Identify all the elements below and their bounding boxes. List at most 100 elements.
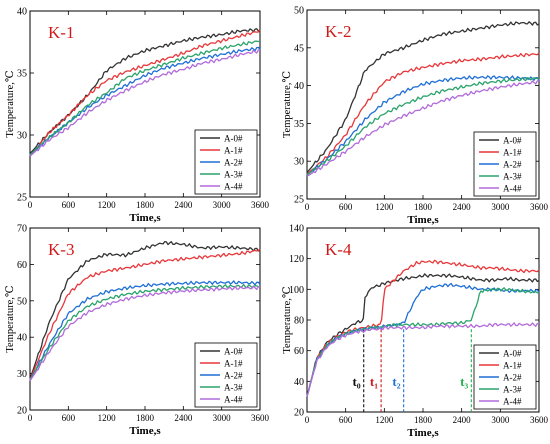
- legend-entry: A-1#: [224, 146, 243, 156]
- x-tick-label: 1200: [98, 413, 117, 423]
- legend-entry: A-4#: [503, 184, 522, 194]
- panel-3: 0 600 1200 1800 2400 3000 3600 20 30 40 50 60 70 Time…: [5, 224, 270, 438]
- series-line-A-3: [306, 287, 540, 397]
- legend-entry: A-2#: [224, 158, 243, 168]
- x-tick-label: 600: [62, 413, 76, 423]
- legend-entry: A-0#: [503, 349, 522, 359]
- series-line-A-2: [29, 280, 261, 381]
- legend-entry: A-1#: [503, 148, 522, 158]
- x-tick-label: 0: [305, 415, 310, 425]
- panel-4: 0 600 1200 1800 2400 3000 3600 20 40 60 80 100 120 14…: [282, 224, 549, 440]
- x-axis-label: Time,s: [407, 427, 439, 439]
- legend-entry: A-3#: [503, 385, 522, 395]
- x-tick-label: 3600: [530, 415, 549, 425]
- y-tick-label: 35: [294, 119, 304, 130]
- y-tick-label: 50: [294, 6, 304, 17]
- legend-entry: A-1#: [503, 361, 522, 371]
- panel-title: K-1: [48, 23, 74, 42]
- y-tick-label: 40: [294, 377, 304, 388]
- x-tick-label: 3000: [491, 202, 510, 212]
- y-tick-label: 120: [289, 254, 304, 265]
- series-line-A-0: [29, 28, 261, 155]
- x-tick-label: 1800: [136, 200, 155, 210]
- legend-entry: A-2#: [224, 371, 243, 381]
- x-tick-label: 1800: [414, 202, 433, 212]
- x-axis-label: Time,s: [129, 212, 161, 224]
- x-tick-label: 3000: [213, 413, 232, 423]
- panel-title: K-3: [48, 240, 74, 259]
- series-line-A-3: [29, 40, 260, 156]
- series-line-A-1: [29, 29, 261, 157]
- x-tick-label: 1800: [414, 415, 433, 425]
- x-axis-label: Time,s: [407, 214, 439, 226]
- panel-1: 0 600 1200 1800 2400 3000 3600 25 30 35 40 Time,s Te…: [5, 7, 270, 225]
- legend-entry: A-2#: [503, 373, 522, 383]
- x-tick-label: 3000: [213, 200, 232, 210]
- x-tick-label: 2400: [174, 200, 193, 210]
- legend-entry: A-3#: [224, 170, 243, 180]
- y-tick-label: 25: [294, 195, 304, 206]
- x-tick-label: 3000: [491, 415, 510, 425]
- series-line-A-3: [306, 76, 540, 176]
- x-tick-label: 1200: [98, 200, 117, 210]
- legend-entry: A-0#: [224, 347, 243, 357]
- x-tick-label: 1200: [375, 202, 394, 212]
- x-tick-label: 0: [28, 413, 33, 423]
- series-line-A-0: [29, 240, 261, 380]
- legend-entry: A-3#: [224, 383, 243, 393]
- x-tick-label: 0: [28, 200, 33, 210]
- panel-2: 0 600 1200 1800 2400 3000 3600 25 30 35 40 45 50 Time…: [282, 6, 549, 227]
- y-axis-label: Temperature,℃: [5, 285, 16, 353]
- y-tick-label: 40: [294, 81, 304, 92]
- event-marker-label: t₀: [352, 374, 360, 389]
- y-tick-label: 20: [17, 406, 27, 417]
- y-tick-label: 25: [17, 193, 27, 204]
- x-tick-label: 1200: [375, 415, 394, 425]
- x-tick-label: 2400: [174, 413, 193, 423]
- series-line-A-3: [29, 283, 261, 381]
- series-line-A-1: [29, 248, 261, 381]
- x-axis-label: Time,s: [129, 425, 161, 437]
- y-tick-label: 80: [294, 316, 304, 327]
- legend-entry: A-4#: [224, 395, 243, 405]
- series-line-A-4: [29, 49, 261, 157]
- legend-entry: A-4#: [503, 397, 522, 407]
- series-line-A-0: [306, 21, 540, 173]
- series-line-A-4: [29, 285, 261, 382]
- series-line-A-2: [306, 75, 540, 176]
- legend-entry: A-1#: [224, 359, 243, 369]
- x-tick-label: 0: [305, 202, 310, 212]
- x-tick-label: 600: [339, 415, 353, 425]
- y-tick-label: 40: [17, 333, 27, 344]
- y-tick-label: 100: [289, 285, 304, 296]
- panel-title: K-2: [325, 22, 351, 41]
- event-marker-label: t₃: [460, 374, 468, 389]
- x-tick-label: 600: [62, 200, 76, 210]
- y-tick-label: 30: [17, 369, 27, 380]
- y-axis-label: Temperature,℃: [5, 70, 16, 138]
- y-tick-label: 140: [289, 224, 304, 235]
- event-marker-label: t₂: [392, 374, 400, 389]
- y-tick-label: 60: [17, 260, 27, 271]
- legend-entry: A-4#: [224, 182, 243, 192]
- series-line-A-1: [306, 52, 540, 175]
- x-tick-label: 2400: [453, 202, 472, 212]
- x-tick-label: 2400: [453, 415, 472, 425]
- y-tick-label: 40: [17, 7, 27, 18]
- series-line-A-0: [306, 273, 540, 397]
- y-tick-label: 45: [294, 43, 304, 54]
- x-tick-label: 3600: [530, 202, 549, 212]
- y-tick-label: 70: [17, 224, 27, 235]
- x-tick-label: 3600: [251, 413, 270, 423]
- legend-entry: A-0#: [224, 134, 243, 144]
- series-line-A-4: [306, 80, 539, 177]
- panel-title: K-4: [325, 240, 352, 259]
- y-tick-label: 60: [294, 346, 304, 357]
- x-tick-label: 1800: [136, 413, 155, 423]
- legend-entry: A-3#: [503, 172, 522, 182]
- x-tick-label: 3600: [251, 200, 270, 210]
- y-axis-label: Temperature,℃: [282, 71, 293, 139]
- y-tick-label: 30: [294, 157, 304, 168]
- series-line-A-4: [306, 322, 540, 397]
- y-tick-label: 35: [17, 69, 27, 80]
